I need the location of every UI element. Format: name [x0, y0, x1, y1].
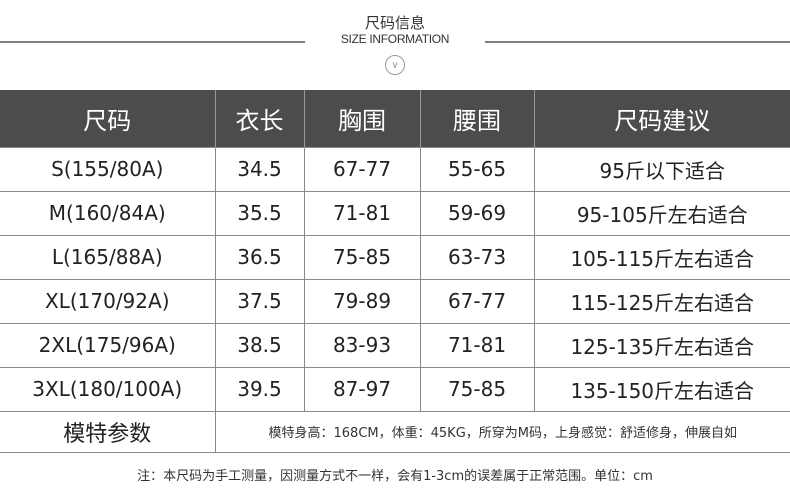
section-title: 尺码信息 [364, 14, 425, 32]
table-row: S(155/80A) 34.5 67-77 55-65 95斤以下适合 [0, 146, 790, 191]
table-cell: 59-69 [419, 190, 534, 235]
table-row: L(165/88A) 36.5 75-85 63-73 105-115斤左右适合 [0, 234, 790, 279]
model-label: 模特参数 [0, 410, 215, 453]
table-cell: 95-105斤左右适合 [533, 190, 790, 235]
table-cell: 125-135斤左右适合 [533, 322, 790, 367]
measurement-note: 注：本尺码为手工测量，因测量方式不一样，会有1-3cm的误差属于正常范围。单位：… [137, 469, 653, 484]
model-row: 模特参数 模特身高：168CM，体重：45KG，所穿为M码，上身感觉：舒适修身，伸… [0, 410, 790, 453]
column-header: 胸围 [303, 90, 420, 147]
table-cell: 39.5 [214, 366, 304, 411]
table-cell: M(160/84A) [0, 190, 215, 235]
column-header: 衣长 [214, 90, 304, 147]
table-cell: 67-77 [419, 278, 534, 323]
table-header-row: 尺码 衣长 胸围 腰围 尺码建议 [0, 90, 790, 147]
table-cell: 95斤以下适合 [533, 146, 790, 191]
column-header: 尺码建议 [533, 90, 790, 147]
table-cell: 63-73 [419, 234, 534, 279]
divider-right [485, 41, 790, 43]
table-cell: L(165/88A) [0, 234, 215, 279]
size-table: 尺码 衣长 胸围 腰围 尺码建议 S(155/80A) 34.5 67-77 55-6… [0, 90, 790, 453]
table-row: 2XL(175/96A) 38.5 83-93 71-81 125-135斤左右适合 [0, 322, 790, 367]
table-cell: 36.5 [214, 234, 304, 279]
table-cell: 105-115斤左右适合 [533, 234, 790, 279]
table-cell: 115-125斤左右适合 [533, 278, 790, 323]
section-subtitle: SIZE INFORMATION [340, 32, 450, 46]
model-info: 模特身高：168CM，体重：45KG，所穿为M码，上身感觉：舒适修身，伸展自如 [214, 410, 790, 453]
table-cell: XL(170/92A) [0, 278, 215, 323]
table-cell: 79-89 [303, 278, 420, 323]
table-cell: 67-77 [303, 146, 420, 191]
table-cell: 34.5 [214, 146, 304, 191]
table-cell: 75-85 [419, 366, 534, 411]
table-cell: 37.5 [214, 278, 304, 323]
table-cell: 75-85 [303, 234, 420, 279]
table-cell: S(155/80A) [0, 146, 215, 191]
divider-left [0, 41, 305, 43]
table-row: M(160/84A) 35.5 71-81 59-69 95-105斤左右适合 [0, 190, 790, 235]
table-cell: 83-93 [303, 322, 420, 367]
table-cell: 35.5 [214, 190, 304, 235]
table-cell: 38.5 [214, 322, 304, 367]
column-header: 腰围 [419, 90, 534, 147]
table-cell: 87-97 [303, 366, 420, 411]
column-header: 尺码 [0, 90, 215, 147]
chevron-down-circle-icon: ∨ [385, 55, 405, 75]
table-row: XL(170/92A) 37.5 79-89 67-77 115-125斤左右适合 [0, 278, 790, 323]
table-cell: 71-81 [419, 322, 534, 367]
table-cell: 2XL(175/96A) [0, 322, 215, 367]
table-cell: 71-81 [303, 190, 420, 235]
table-cell: 3XL(180/100A) [0, 366, 215, 411]
table-row: 3XL(180/100A) 39.5 87-97 75-85 135-150斤左右适合 [0, 366, 790, 411]
table-cell: 135-150斤左右适合 [533, 366, 790, 411]
table-cell: 55-65 [419, 146, 534, 191]
